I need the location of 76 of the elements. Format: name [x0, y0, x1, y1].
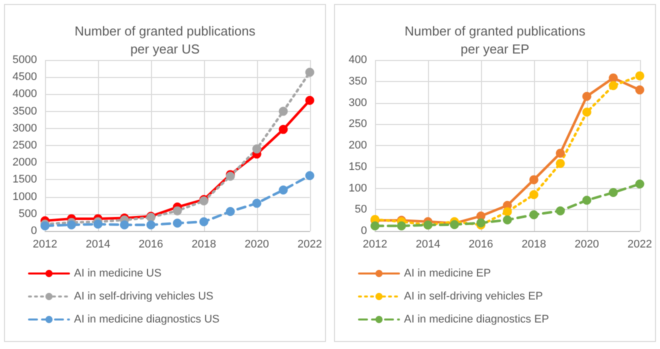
- point: [529, 210, 538, 220]
- y-tick-label: 250: [348, 118, 367, 130]
- y-tick-label: 50: [354, 204, 367, 216]
- point: [556, 158, 565, 168]
- point: [529, 190, 538, 200]
- x-tick-label: 2022: [628, 238, 652, 250]
- point: [305, 68, 314, 77]
- y-tick-label: 400: [348, 54, 367, 66]
- y-tick-label: 100: [348, 182, 367, 194]
- chart-title: Number of granted publications per year US: [74, 24, 256, 56]
- x-tick-label: 2022: [298, 238, 322, 250]
- y-tick-label: 4500: [12, 71, 37, 84]
- x-tick-label: 2016: [138, 238, 164, 250]
- point: [608, 81, 618, 90]
- x-tick-label: 2018: [192, 238, 216, 250]
- legend-label: AI in medicine EP: [404, 268, 491, 280]
- point: [635, 85, 644, 94]
- point: [556, 148, 565, 158]
- y-tick-label: 1000: [12, 190, 37, 203]
- y-tick-label: 0: [30, 225, 37, 237]
- point: [66, 220, 76, 230]
- point: [120, 220, 129, 230]
- point: [305, 96, 314, 105]
- x-tick-label: 2020: [244, 238, 270, 250]
- point: [305, 171, 314, 180]
- point: [529, 175, 538, 184]
- x-tick-label: 2014: [416, 238, 440, 250]
- y-tick-label: 0: [360, 225, 367, 237]
- y-tick-label: 150: [348, 160, 367, 173]
- point: [252, 144, 262, 154]
- x-tick-label: 2012: [362, 238, 388, 250]
- point: [556, 206, 565, 216]
- point: [502, 207, 512, 216]
- point: [608, 188, 618, 198]
- x-tick-label: 2018: [522, 238, 546, 250]
- y-tick-label: 1500: [12, 174, 37, 186]
- point: [608, 73, 618, 82]
- point: [582, 92, 592, 101]
- y-tick-label: 500: [18, 208, 37, 220]
- point: [252, 198, 262, 208]
- point: [226, 207, 235, 216]
- point: [476, 218, 486, 228]
- point: [582, 196, 592, 205]
- x-tick-label: 2014: [86, 238, 110, 250]
- y-tick-label: 350: [348, 75, 367, 88]
- x-tick-label: 2020: [574, 238, 600, 250]
- point: [172, 206, 182, 216]
- point: [93, 220, 102, 229]
- point: [199, 217, 208, 226]
- legend-label: AI in medicine US: [74, 268, 162, 280]
- point: [146, 220, 156, 230]
- point: [582, 108, 592, 117]
- chart-title: Number of granted publications per year EP: [404, 24, 586, 56]
- point: [635, 71, 644, 80]
- point: [278, 185, 288, 194]
- y-tick-label: 2500: [12, 140, 37, 152]
- point: [278, 106, 288, 116]
- point: [635, 179, 644, 188]
- y-tick-label: 200: [348, 140, 367, 152]
- point: [396, 221, 406, 230]
- point: [172, 218, 182, 228]
- y-tick-label: 3000: [12, 122, 37, 134]
- x-tick-label: 2016: [468, 238, 494, 250]
- y-tick-label: 4000: [12, 88, 37, 100]
- y-tick-label: 3500: [12, 105, 37, 118]
- x-tick-label: 2012: [32, 238, 58, 250]
- y-tick-label: 5000: [12, 54, 37, 66]
- point: [278, 124, 288, 134]
- legend-label: AI in medicine diagnostics EP: [404, 314, 549, 326]
- y-tick-label: 300: [348, 96, 367, 109]
- legend-label: AI in self-driving vehicles EP: [404, 290, 543, 302]
- legend-label: AI in medicine diagnostics US: [74, 314, 220, 326]
- point: [502, 215, 512, 224]
- point: [370, 221, 380, 230]
- y-tick-label: 2000: [12, 156, 37, 169]
- legend-label: AI in self-driving vehicles US: [74, 290, 214, 302]
